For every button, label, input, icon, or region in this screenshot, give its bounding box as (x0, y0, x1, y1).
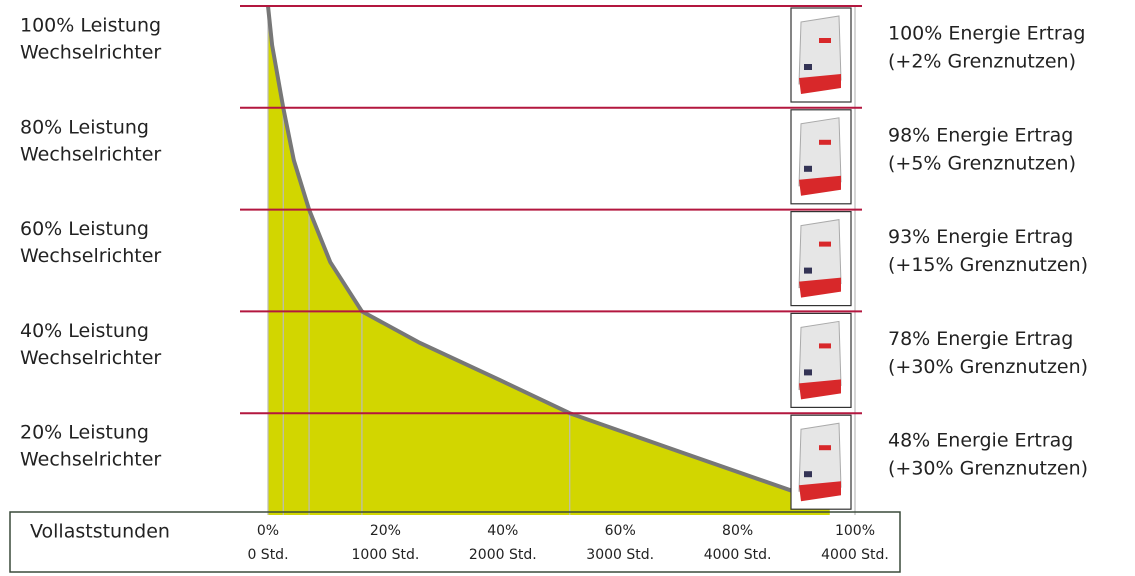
icon-body (799, 321, 841, 389)
icon-body (799, 220, 841, 288)
right-label: (+5% Grenznutzen) (888, 152, 1076, 174)
x-tick-label: 100% (835, 523, 875, 539)
left-label: Wechselrichter (20, 42, 161, 64)
x2-tick-label: 2000 Std. (469, 547, 537, 563)
left-label: 100% Leistung (20, 15, 161, 37)
icon-display (804, 471, 812, 477)
icon-logo (819, 242, 831, 247)
right-label: 48% Energie Ertrag (888, 430, 1073, 452)
x-tick-label: 40% (487, 523, 518, 539)
icon-body (799, 16, 841, 84)
inverter-icon (791, 110, 851, 204)
right-label: (+15% Grenznutzen) (888, 254, 1088, 276)
left-label: Wechselrichter (20, 449, 161, 471)
right-label: 78% Energie Ertrag (888, 328, 1073, 350)
icon-logo (819, 38, 831, 43)
x2-tick-label: 4000 Std. (704, 547, 772, 563)
icon-body (799, 118, 841, 186)
x-tick-label: 80% (722, 523, 753, 539)
x2-tick-label: 1000 Std. (352, 547, 420, 563)
icon-logo (819, 343, 831, 348)
right-label: (+2% Grenznutzen) (888, 51, 1076, 73)
inverter-icon (791, 212, 851, 306)
left-label: Wechselrichter (20, 347, 161, 369)
icon-body (799, 423, 841, 491)
left-label: 80% Leistung (20, 116, 149, 138)
plot (268, 6, 855, 515)
right-label: 100% Energie Ertrag (888, 23, 1085, 45)
left-label: 20% Leistung (20, 422, 149, 444)
icon-logo (819, 140, 831, 145)
x-tick-label: 0% (257, 523, 279, 539)
icon-display (804, 369, 812, 375)
right-label: 98% Energie Ertrag (888, 124, 1073, 146)
right-label: (+30% Grenznutzen) (888, 458, 1088, 480)
inverter-icon (791, 8, 851, 102)
left-label: Wechselrichter (20, 143, 161, 165)
right-label: (+30% Grenznutzen) (888, 356, 1088, 378)
icon-logo (819, 445, 831, 450)
inverter-icon (791, 415, 851, 509)
icon-display (804, 268, 812, 274)
page: Vollaststunden 100% Leistung Wechselricht… (0, 0, 1135, 576)
right-label: 93% Energie Ertrag (888, 226, 1073, 248)
area (268, 6, 830, 515)
x2-tick-label: 0 Std. (247, 547, 288, 563)
x2-tick-label: 4000 Std. (821, 547, 889, 563)
chart: Vollaststunden 100% Leistung Wechselricht… (0, 0, 1135, 576)
icon-display (804, 166, 812, 172)
left-label: Wechselrichter (20, 245, 161, 267)
x-tick-label: 20% (370, 523, 401, 539)
left-label: 40% Leistung (20, 320, 149, 342)
inverter-icon (791, 313, 851, 407)
x-axis-label: Vollaststunden (30, 521, 170, 543)
icon-display (804, 64, 812, 70)
left-label: 60% Leistung (20, 218, 149, 240)
x-tick-label: 60% (605, 523, 636, 539)
x2-tick-label: 3000 Std. (586, 547, 654, 563)
